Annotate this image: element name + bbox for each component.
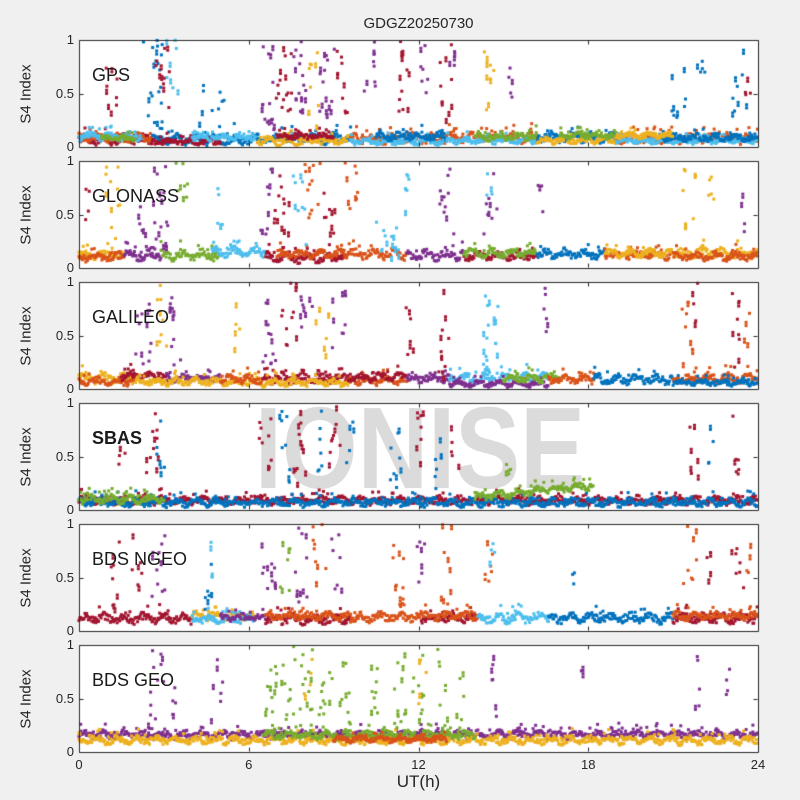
panel-label-sbas: SBAS (92, 428, 143, 448)
y-tick-label-galileo-0.5: 0.5 (55, 327, 74, 343)
y-tick-label-glonass-0: 0 (66, 260, 74, 275)
y-tick-label-galileo-1: 1 (66, 274, 74, 289)
y-tick-label-bds-ngeo-0: 0 (66, 623, 74, 638)
y-tick-label-sbas-0: 0 (66, 502, 74, 517)
y-axis-label-bds-geo: S4 Index (17, 668, 35, 729)
y-tick-label-sbas-1: 1 (66, 395, 74, 410)
panel-label-glonass: GLONASS (92, 186, 180, 206)
y-tick-label-bds-ngeo-0.5: 0.5 (55, 569, 74, 585)
panel-label-bds-geo: BDS GEO (92, 670, 175, 690)
y-axis-label-bds-ngeo: S4 Index (17, 547, 35, 608)
y-axis-label-sbas: S4 Index (17, 426, 35, 487)
x-tick-label-18: 18 (581, 757, 596, 772)
y-tick-label-sbas-0.5: 0.5 (55, 448, 74, 464)
y-tick-label-glonass-1: 1 (66, 153, 74, 168)
panel-label-gps: GPS (92, 65, 131, 85)
figure-title: GDGZ20250730 (363, 15, 474, 32)
panel-label-galileo: GALILEO (92, 307, 170, 327)
y-tick-label-glonass-0.5: 0.5 (55, 206, 74, 222)
x-tick-label-6: 6 (245, 757, 253, 772)
y-tick-label-bds-ngeo-1: 1 (66, 516, 74, 531)
y-tick-label-gps-0: 0 (66, 139, 74, 154)
y-tick-label-bds-geo-0.5: 0.5 (55, 690, 74, 706)
y-tick-label-bds-geo-1: 1 (66, 637, 74, 652)
y-axis-label-gps: S4 Index (17, 63, 35, 124)
panel-label-bds-ngeo: BDS NGEO (92, 549, 188, 569)
y-axis-label-galileo: S4 Index (17, 305, 35, 366)
x-tick-label-0: 0 (75, 757, 83, 772)
x-axis-label: UT(h) (396, 772, 441, 791)
y-tick-label-bds-geo-0: 0 (66, 744, 74, 759)
x-tick-label-24: 24 (750, 757, 766, 772)
y-axis-label-glonass: S4 Index (17, 184, 35, 245)
x-tick-label-12: 12 (411, 757, 426, 772)
y-tick-label-gps-0.5: 0.5 (55, 85, 74, 101)
y-tick-label-gps-1: 1 (66, 32, 74, 47)
y-tick-label-galileo-0: 0 (66, 381, 74, 396)
